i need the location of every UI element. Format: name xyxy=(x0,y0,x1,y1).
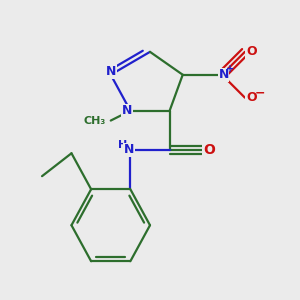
Text: O: O xyxy=(203,143,215,157)
Text: O: O xyxy=(246,45,257,58)
Text: +: + xyxy=(226,64,234,74)
Text: N: N xyxy=(122,104,132,117)
Text: CH₃: CH₃ xyxy=(83,116,106,126)
Text: N: N xyxy=(124,143,134,157)
Text: H: H xyxy=(118,140,127,150)
Text: O: O xyxy=(246,91,257,104)
Text: −: − xyxy=(254,86,265,99)
Text: N: N xyxy=(106,65,116,78)
Text: N: N xyxy=(218,68,229,81)
